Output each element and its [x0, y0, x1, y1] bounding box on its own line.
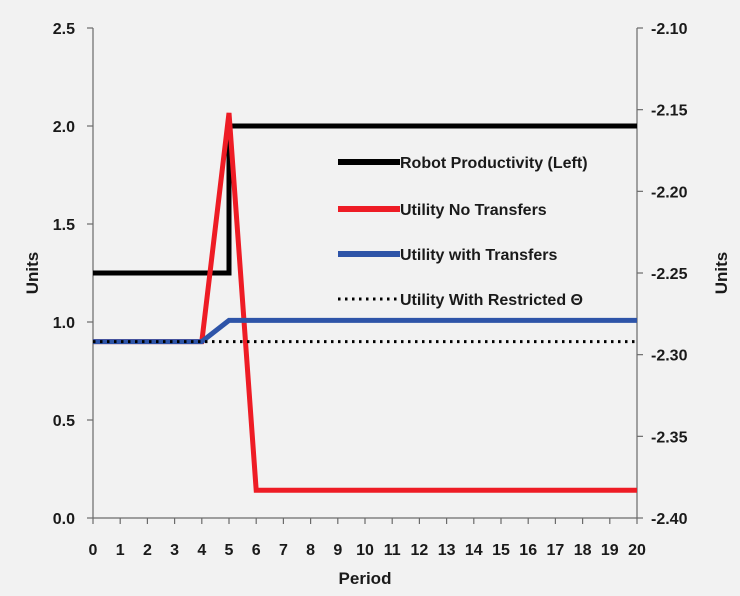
- y-right-tick-label: -2.10: [651, 21, 688, 38]
- y-left-tick-label: 1.5: [53, 217, 75, 234]
- x-tick-label: 12: [411, 542, 429, 559]
- y-axis-right-title: Units: [712, 252, 731, 295]
- x-tick-label: 19: [601, 542, 619, 559]
- legend-label-2: Utility No Transfers: [400, 202, 547, 219]
- series-line-3: [93, 317, 637, 345]
- series-group: [93, 112, 637, 493]
- axes-group: 0.0 0.5 1.0 1.5 2.0 2.5 -2.40 -2.35 -2.30 -2.25 -2…: [53, 21, 688, 559]
- x-tick-label: 6: [252, 542, 261, 559]
- x-tick-label: 7: [279, 542, 288, 559]
- y-right-tick-label: -2.20: [651, 184, 688, 201]
- x-tick-label: 4: [197, 542, 206, 559]
- y-right-tick-label: -2.15: [651, 103, 688, 120]
- x-tick-label: 15: [492, 542, 510, 559]
- x-axis-title: Period: [339, 569, 392, 588]
- x-tick-label: 11: [384, 542, 401, 559]
- y-axis-left-title: Units: [23, 252, 42, 295]
- x-tick-label: 9: [333, 542, 342, 559]
- x-tick-label: 3: [170, 542, 179, 559]
- x-tick-label: 8: [306, 542, 315, 559]
- x-tick-label: 14: [465, 542, 483, 559]
- x-tick-label: 18: [574, 542, 592, 559]
- x-tick-label: 16: [519, 542, 537, 559]
- y-left-tick-label: 2.0: [53, 119, 75, 136]
- legend-label-3: Utility with Transfers: [400, 247, 557, 264]
- x-tick-label: 1: [116, 542, 125, 559]
- series-line-1: [93, 123, 637, 276]
- y-left-tick-label: 1.0: [53, 315, 75, 332]
- legend-label-4: Utility With Restricted Θ: [400, 292, 583, 309]
- y-left-tick-label: 0.0: [53, 511, 75, 528]
- y-right-tick-label: -2.25: [651, 266, 688, 283]
- x-tick-label: 20: [628, 542, 646, 559]
- x-tick-label: 13: [438, 542, 456, 559]
- y-left-tick-label: 2.5: [53, 21, 75, 38]
- y-right-tick-label: -2.35: [651, 429, 688, 446]
- legend: Robot Productivity (Left) Utility No Tran…: [338, 155, 588, 309]
- legend-label-1: Robot Productivity (Left): [400, 155, 588, 172]
- y-right-tick-label: -2.40: [651, 511, 688, 528]
- x-tick-label: 5: [225, 542, 234, 559]
- x-tick-label: 0: [89, 542, 98, 559]
- y-left-tick-label: 0.5: [53, 413, 75, 430]
- x-tick-label: 10: [356, 542, 374, 559]
- x-tick-label: 17: [547, 542, 565, 559]
- x-tick-label: 2: [143, 542, 152, 559]
- y-right-tick-label: -2.30: [651, 348, 688, 365]
